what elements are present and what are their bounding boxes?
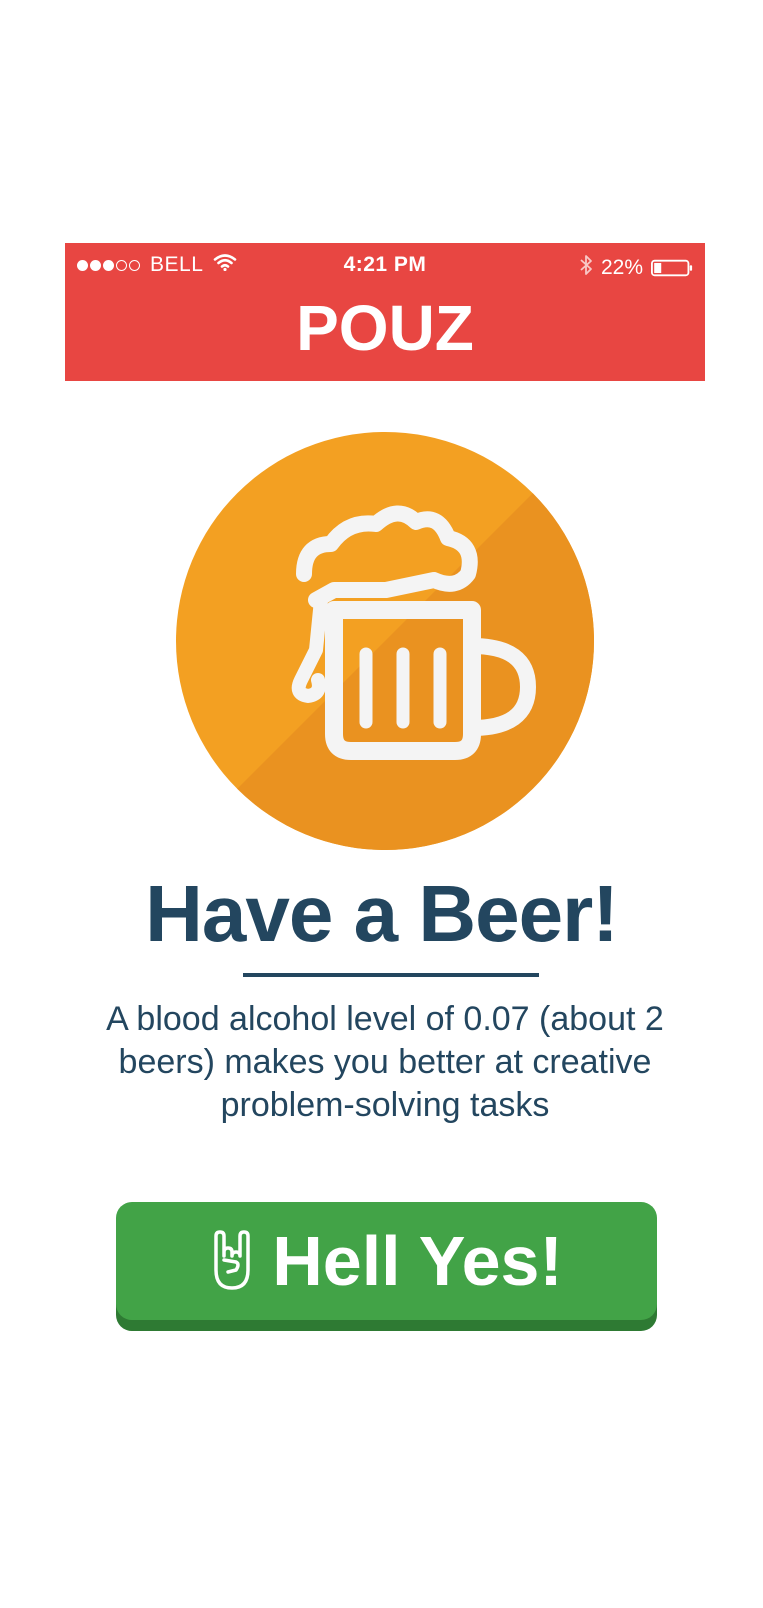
status-time: 4:21 PM — [343, 253, 427, 276]
headline-divider — [243, 973, 539, 977]
signal-strength-icon — [77, 259, 140, 271]
hell-yes-button[interactable]: Hell Yes! — [116, 1202, 657, 1320]
carrier-name: BELL — [150, 253, 204, 276]
svg-text:POUZ: POUZ — [296, 295, 474, 359]
bluetooth-icon — [579, 253, 593, 283]
app-header: BELL 4:21 PM 22% — [65, 243, 705, 381]
beer-mug-icon — [291, 505, 536, 760]
status-bar: BELL 4:21 PM 22% — [65, 243, 705, 287]
status-bar-right: 22% — [579, 253, 693, 283]
fact-text: A blood alcohol level of 0.07 (about 2 b… — [106, 1000, 664, 1124]
beer-mug-illustration — [176, 432, 594, 850]
page-headline: Have a Beer! — [145, 869, 619, 958]
battery-percentage: 22% — [600, 256, 643, 279]
wifi-icon — [213, 253, 237, 277]
battery-icon — [651, 259, 693, 277]
hell-yes-label: Hell Yes! — [272, 1222, 563, 1300]
status-bar-left: BELL — [77, 253, 237, 277]
rock-on-hand-icon — [210, 1230, 254, 1292]
app-logo: POUZ — [65, 295, 705, 365]
